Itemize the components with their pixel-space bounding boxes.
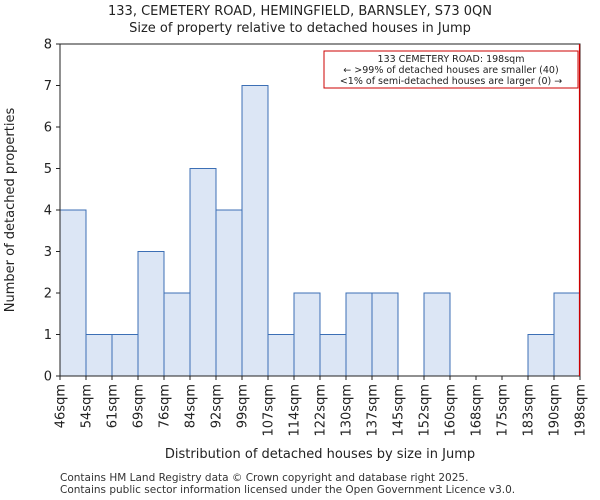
- x-tick-label: 137sqm: [366, 384, 381, 437]
- y-tick-label: 4: [44, 204, 52, 219]
- histogram-bar: [59, 209, 87, 377]
- x-tick-label: 46sqm: [54, 384, 69, 428]
- annotation-box: [323, 50, 579, 89]
- y-axis-label: Number of detached properties: [3, 108, 18, 313]
- histogram-bar: [111, 334, 139, 377]
- y-tick-label: 2: [44, 287, 52, 302]
- x-tick-label: 122sqm: [314, 384, 329, 437]
- x-tick-label: 145sqm: [392, 384, 407, 437]
- histogram-bar: [85, 334, 113, 377]
- x-tick-label: 175sqm: [496, 384, 511, 437]
- x-tick-label: 190sqm: [548, 384, 563, 437]
- x-tick-label: 198sqm: [574, 384, 589, 437]
- x-axis-ticks: 46sqm 54sqm 61sqm 69sqm 76sqm 84sqm 92sqm 99sqm…: [54, 376, 589, 437]
- x-axis-label: Distribution of detached houses by size …: [165, 447, 475, 462]
- annotation-line: ← >99% of detached houses are smaller (4…: [343, 65, 558, 76]
- histogram-bar: [137, 251, 165, 377]
- histogram-bar: [163, 292, 191, 377]
- x-tick-label: 160sqm: [444, 384, 459, 437]
- x-tick-label: 69sqm: [132, 384, 147, 428]
- histogram-bar: [215, 209, 243, 377]
- x-tick-label: 168sqm: [470, 384, 485, 437]
- y-tick-label: 1: [44, 328, 52, 343]
- x-tick-label: 84sqm: [184, 384, 199, 428]
- x-tick-label: 76sqm: [158, 384, 173, 428]
- histogram-bar: [189, 168, 217, 377]
- histogram-bar: [553, 292, 581, 377]
- histogram-bar: [241, 85, 269, 377]
- chart-title: 133, CEMETERY ROAD, HEMINGFIELD, BARNSLE…: [108, 4, 492, 19]
- x-tick-label: 107sqm: [262, 384, 277, 437]
- histogram-bar: [527, 334, 555, 377]
- x-tick-label: 152sqm: [418, 384, 433, 437]
- histogram-bar: [345, 292, 373, 377]
- annotation-line: 133 CEMETERY ROAD: 198sqm: [378, 54, 525, 65]
- x-tick-label: 183sqm: [522, 384, 537, 437]
- y-tick-label: 6: [44, 121, 52, 136]
- y-tick-label: 7: [44, 79, 52, 94]
- chart-subtitle: Size of property relative to detached ho…: [129, 21, 471, 36]
- histogram-bar: [423, 292, 451, 377]
- footer-line: Contains public sector information licen…: [60, 484, 516, 496]
- bars-group: [59, 85, 581, 377]
- histogram-bar: [293, 292, 321, 377]
- annotation-line: <1% of semi-detached houses are larger (…: [340, 76, 562, 87]
- histogram-bar: [319, 334, 347, 377]
- y-axis-ticks: 0 1 2 3 4 5 6 7 8: [44, 38, 60, 385]
- y-tick-label: 3: [44, 245, 52, 260]
- x-tick-label: 114sqm: [288, 384, 303, 437]
- x-tick-label: 61sqm: [106, 384, 121, 428]
- x-tick-label: 54sqm: [80, 384, 95, 428]
- histogram-bar: [371, 292, 399, 377]
- y-tick-label: 5: [44, 162, 52, 177]
- histogram-bar: [267, 334, 295, 377]
- x-tick-label: 99sqm: [236, 384, 251, 428]
- x-tick-label: 92sqm: [210, 384, 225, 428]
- y-tick-label: 8: [44, 38, 52, 53]
- y-tick-label: 0: [44, 370, 52, 385]
- footer-line: Contains HM Land Registry data © Crown c…: [60, 472, 469, 484]
- x-tick-label: 130sqm: [340, 384, 355, 437]
